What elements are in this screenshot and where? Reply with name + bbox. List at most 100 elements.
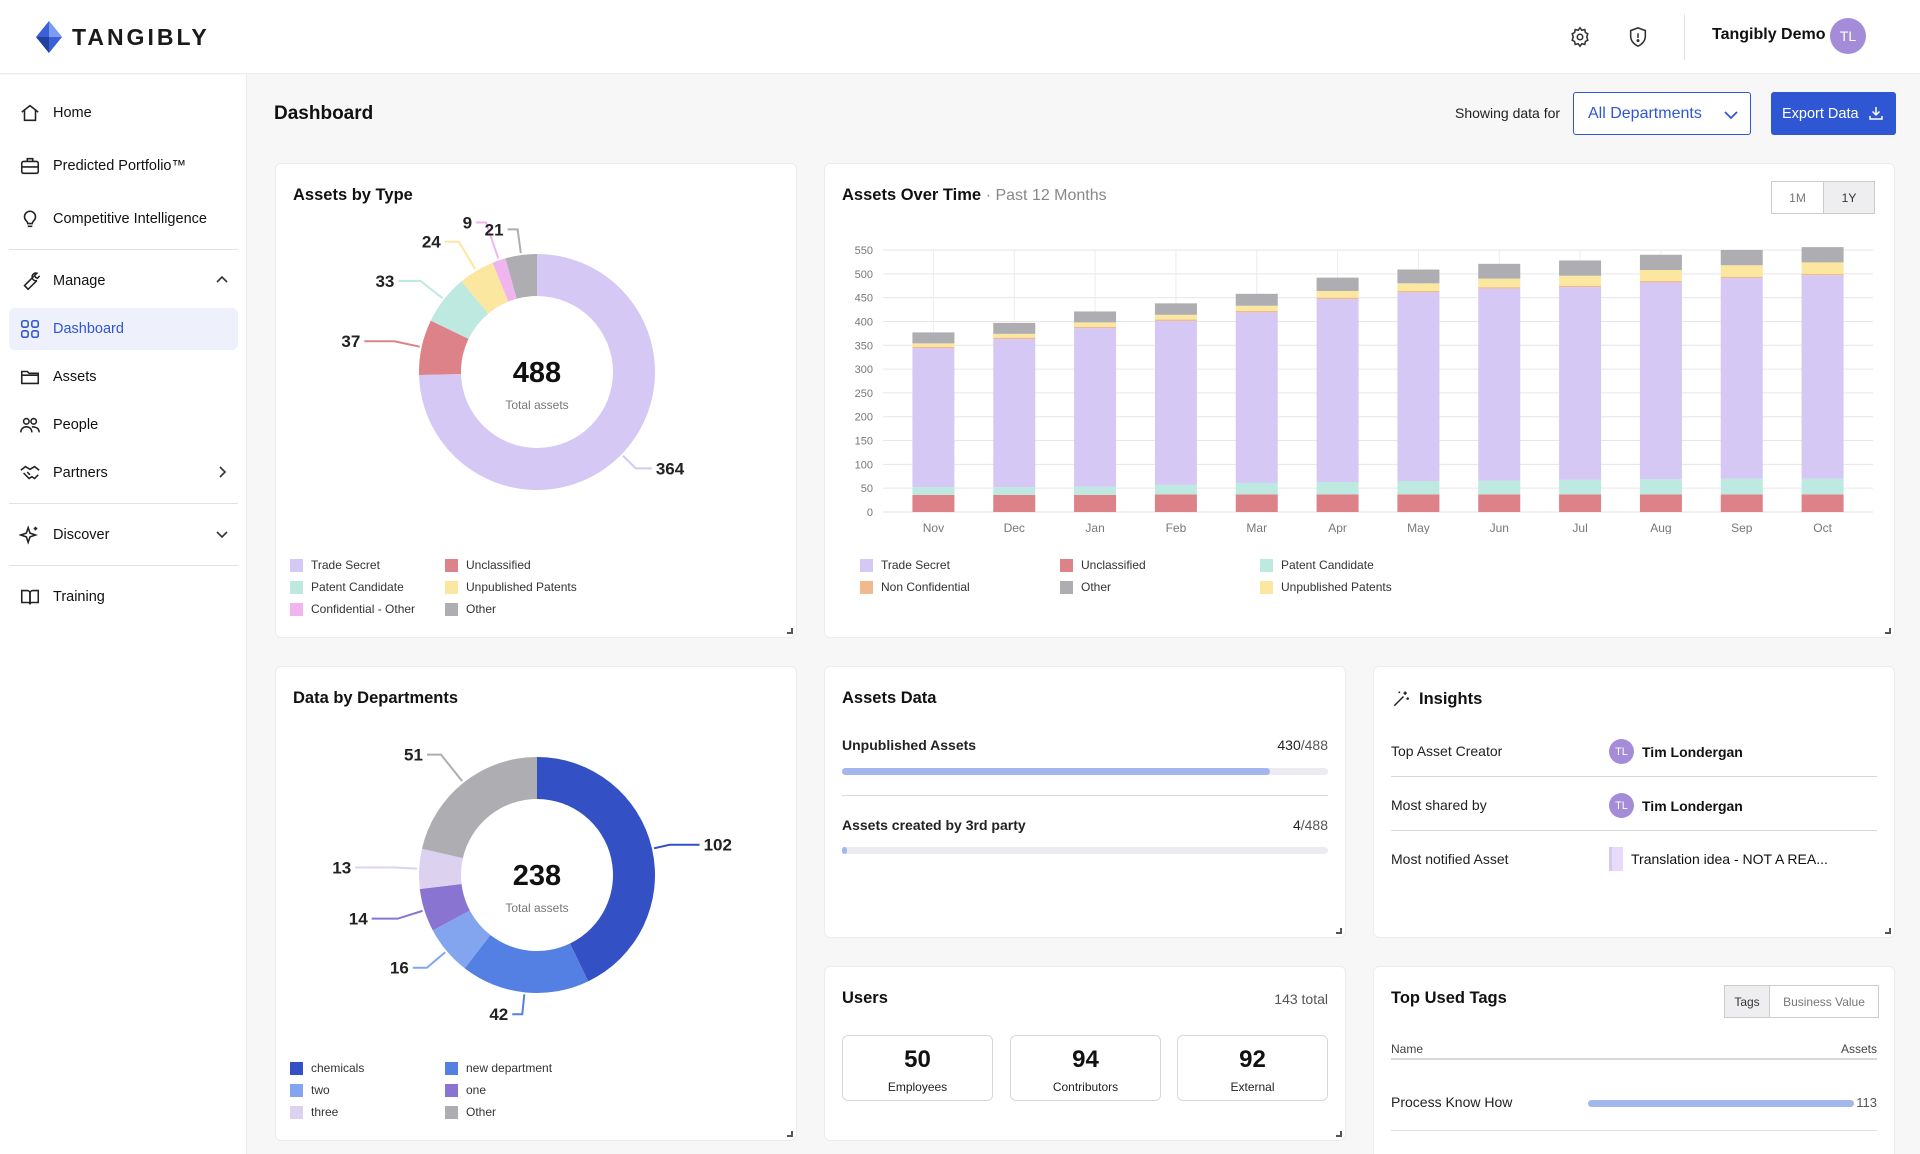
- bar-segment-other[interactable]: [912, 332, 955, 344]
- range-1y-button[interactable]: 1Y: [1823, 181, 1875, 214]
- bar-segment-other[interactable]: [1154, 303, 1197, 315]
- bar-segment-trade-secret[interactable]: [1478, 288, 1521, 481]
- bar-segment-trade-secret[interactable]: [1235, 312, 1278, 483]
- bar-segment-trade-secret[interactable]: [1397, 292, 1440, 482]
- bar-segment-unpublished-patents[interactable]: [1478, 278, 1521, 288]
- bar-segment-non-confidential[interactable]: [993, 337, 1036, 340]
- bar-segment-patent-candidate[interactable]: [1316, 481, 1359, 495]
- sidebar-item-training[interactable]: Training: [9, 576, 238, 618]
- departments-slice[interactable]: [421, 757, 537, 859]
- bar-segment-non-confidential[interactable]: [1639, 280, 1682, 283]
- bar-segment-trade-secret[interactable]: [993, 339, 1036, 488]
- bar-segment-unpublished-patents[interactable]: [1074, 322, 1117, 327]
- stat-contributors[interactable]: 94 Contributors: [1010, 1035, 1161, 1101]
- bar-segment-non-confidential[interactable]: [1154, 319, 1197, 321]
- tab-business-value[interactable]: Business Value: [1769, 985, 1879, 1018]
- assets-by-type-slice[interactable]: [419, 320, 469, 376]
- sidebar-item-partners[interactable]: Partners: [9, 452, 238, 494]
- bar-segment-patent-candidate[interactable]: [1639, 479, 1682, 495]
- bar-segment-other[interactable]: [1074, 311, 1117, 323]
- bar-segment-other[interactable]: [1801, 247, 1844, 263]
- shield-icon[interactable]: [1624, 23, 1652, 51]
- bar-segment-non-confidential[interactable]: [1720, 276, 1763, 279]
- bar-segment-other[interactable]: [1639, 254, 1682, 271]
- bar-segment-unpublished-patents[interactable]: [1316, 290, 1359, 298]
- chevron-down-icon[interactable]: [214, 526, 230, 546]
- export-data-button[interactable]: Export Data: [1771, 92, 1896, 135]
- resize-handle[interactable]: [1885, 628, 1891, 634]
- resize-handle[interactable]: [787, 1131, 793, 1137]
- departments-slice[interactable]: [419, 848, 463, 889]
- bar-segment-unpublished-patents[interactable]: [1235, 305, 1278, 311]
- bar-segment-unclassified[interactable]: [1397, 494, 1440, 512]
- bar-segment-other[interactable]: [1397, 269, 1440, 284]
- bar-segment-trade-secret[interactable]: [1639, 282, 1682, 480]
- sidebar-item-competitive-intelligence[interactable]: Competitive Intelligence: [9, 198, 238, 240]
- assets-by-type-slice[interactable]: [461, 262, 509, 314]
- sidebar-item-home[interactable]: Home: [9, 92, 238, 134]
- bar-segment-patent-candidate[interactable]: [1397, 481, 1440, 495]
- resize-handle[interactable]: [787, 628, 793, 634]
- bar-segment-unclassified[interactable]: [1559, 494, 1602, 512]
- departments-slice[interactable]: [432, 910, 491, 969]
- bar-segment-unclassified[interactable]: [1720, 494, 1763, 512]
- bar-segment-other[interactable]: [1478, 263, 1521, 279]
- departments-slice[interactable]: [537, 757, 655, 982]
- bar-segment-unclassified[interactable]: [1235, 494, 1278, 512]
- tab-tags[interactable]: Tags: [1724, 985, 1770, 1018]
- bar-segment-patent-candidate[interactable]: [912, 487, 955, 495]
- user-name[interactable]: Tangibly Demo: [1712, 26, 1826, 43]
- sidebar-item-people[interactable]: People: [9, 404, 238, 446]
- departments-slice[interactable]: [464, 935, 589, 993]
- bar-segment-unclassified[interactable]: [1478, 494, 1521, 512]
- bar-segment-non-confidential[interactable]: [1801, 273, 1844, 276]
- bar-segment-non-confidential[interactable]: [1316, 297, 1359, 300]
- insight-value[interactable]: Translation idea - NOT A REA...: [1609, 847, 1828, 871]
- bar-segment-other[interactable]: [1316, 277, 1359, 291]
- bar-segment-trade-secret[interactable]: [1559, 287, 1602, 480]
- bar-segment-patent-candidate[interactable]: [1559, 479, 1602, 495]
- bar-segment-other[interactable]: [1235, 293, 1278, 306]
- bar-segment-other[interactable]: [993, 322, 1036, 334]
- bar-segment-trade-secret[interactable]: [912, 348, 955, 488]
- assets-by-type-slice[interactable]: [505, 254, 537, 299]
- bar-segment-trade-secret[interactable]: [1316, 299, 1359, 482]
- bar-segment-patent-candidate[interactable]: [1720, 478, 1763, 495]
- assets-by-type-slice[interactable]: [430, 281, 489, 339]
- bar-segment-patent-candidate[interactable]: [1478, 480, 1521, 495]
- user-avatar[interactable]: TL: [1830, 18, 1866, 54]
- chevron-right-icon[interactable]: [214, 464, 230, 484]
- bar-segment-unpublished-patents[interactable]: [1720, 265, 1763, 277]
- bar-segment-non-confidential[interactable]: [1074, 326, 1117, 329]
- tag-row-name[interactable]: Process Know How: [1391, 1094, 1513, 1110]
- resize-handle[interactable]: [1336, 928, 1342, 934]
- bar-segment-trade-secret[interactable]: [1720, 278, 1763, 479]
- departments-slice[interactable]: [419, 884, 470, 931]
- bar-segment-unpublished-patents[interactable]: [993, 333, 1036, 338]
- bar-segment-unclassified[interactable]: [1801, 494, 1844, 512]
- range-1m-button[interactable]: 1M: [1771, 181, 1824, 214]
- bar-segment-unclassified[interactable]: [1154, 494, 1197, 512]
- bar-segment-unpublished-patents[interactable]: [1801, 262, 1844, 274]
- resize-handle[interactable]: [1885, 928, 1891, 934]
- logo[interactable]: TANGIBLY: [34, 20, 210, 54]
- insight-value[interactable]: TL Tim Londergan: [1609, 739, 1743, 764]
- bar-segment-other[interactable]: [1720, 250, 1763, 266]
- resize-handle[interactable]: [1336, 1131, 1342, 1137]
- bar-segment-patent-candidate[interactable]: [1801, 478, 1844, 495]
- assets-by-type-slice[interactable]: [419, 254, 655, 490]
- bar-segment-other[interactable]: [1559, 260, 1602, 276]
- bar-segment-patent-candidate[interactable]: [993, 487, 1036, 495]
- settings-gear-icon[interactable]: [1566, 23, 1594, 51]
- sidebar-item-discover[interactable]: Discover: [9, 514, 238, 556]
- stat-employees[interactable]: 50 Employees: [842, 1035, 993, 1101]
- bar-segment-unpublished-patents[interactable]: [1397, 283, 1440, 291]
- bar-segment-unclassified[interactable]: [1639, 494, 1682, 512]
- bar-segment-unclassified[interactable]: [912, 494, 955, 512]
- insight-value[interactable]: TL Tim Londergan: [1609, 793, 1743, 818]
- bar-segment-non-confidential[interactable]: [1559, 285, 1602, 288]
- bar-segment-patent-candidate[interactable]: [1235, 482, 1278, 495]
- bar-segment-unpublished-patents[interactable]: [1154, 314, 1197, 320]
- bar-segment-trade-secret[interactable]: [1154, 320, 1197, 485]
- bar-segment-non-confidential[interactable]: [912, 346, 955, 349]
